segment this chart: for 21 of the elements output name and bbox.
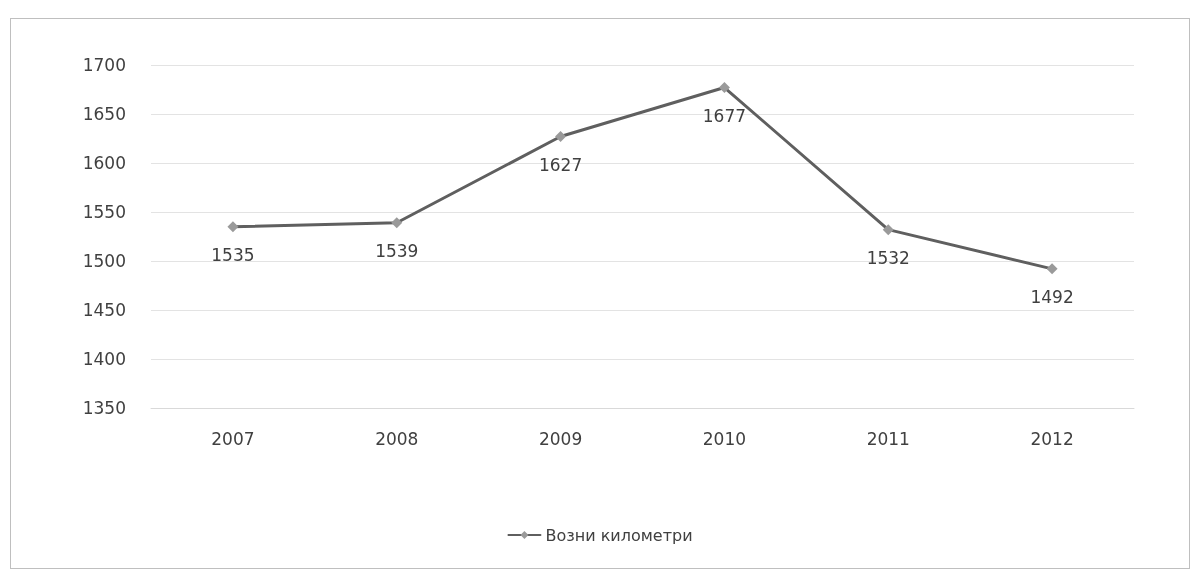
data-label: 1539	[375, 240, 419, 261]
y-tick-label: 1650	[82, 104, 126, 124]
data-label: 1532	[866, 247, 910, 268]
y-tick-label: 1550	[82, 202, 126, 222]
x-tick-label: 2011	[866, 428, 910, 449]
data-label: 1492	[1030, 286, 1074, 307]
y-tick-label: 1450	[82, 300, 126, 320]
x-tick-label: 2010	[702, 428, 747, 449]
y-tick-label: 1400	[82, 349, 126, 369]
y-tick-label: 1600	[82, 153, 126, 173]
legend-label: Возни километри	[545, 525, 693, 545]
x-tick-label: 2007	[211, 428, 255, 449]
x-tick-label: 2008	[375, 428, 419, 449]
y-tick-label: 1700	[82, 55, 126, 75]
y-tick-label: 1350	[82, 398, 126, 418]
data-label: 1677	[702, 105, 747, 126]
y-tick-label: 1500	[82, 251, 126, 271]
data-label: 1535	[211, 244, 255, 265]
x-tick-label: 2009	[538, 428, 583, 449]
data-label: 1627	[538, 154, 583, 175]
x-tick-label: 2012	[1030, 428, 1074, 449]
